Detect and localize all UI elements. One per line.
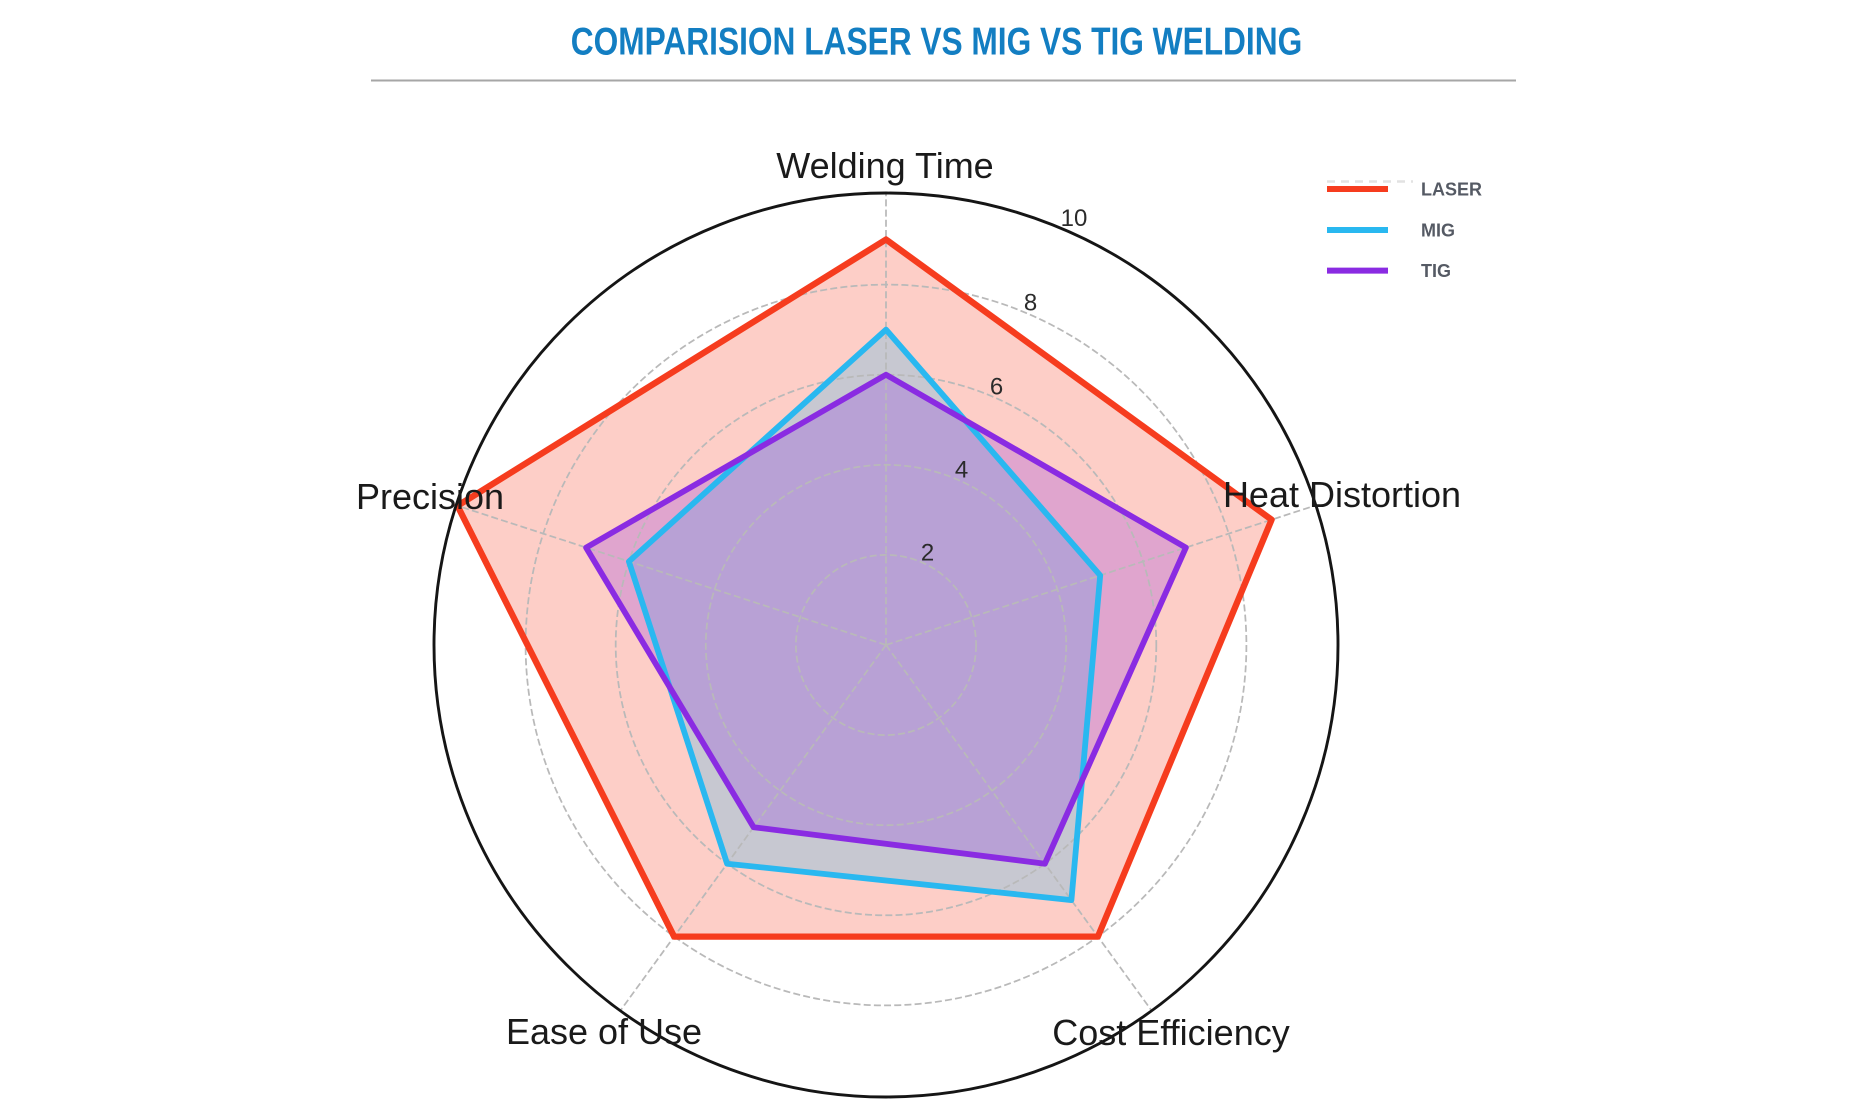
svg-text:TIG: TIG: [1421, 261, 1451, 281]
svg-text:2: 2: [921, 540, 934, 567]
svg-text:LASER: LASER: [1421, 180, 1482, 200]
svg-text:Precision: Precision: [356, 476, 504, 517]
svg-text:Heat Distortion: Heat Distortion: [1223, 474, 1461, 515]
svg-text:Cost Efficiency: Cost Efficiency: [1052, 1012, 1289, 1053]
svg-text:4: 4: [955, 457, 968, 484]
svg-text:MIG: MIG: [1421, 221, 1455, 241]
svg-text:8: 8: [1024, 290, 1037, 317]
svg-text:Welding Time: Welding Time: [776, 145, 993, 186]
svg-text:COMPARISION LASER VS MIG VS TI: COMPARISION LASER VS MIG VS TIG WELDING: [571, 19, 1303, 63]
svg-text:10: 10: [1061, 205, 1088, 232]
svg-text:6: 6: [990, 374, 1003, 401]
svg-text:Ease of Use: Ease of Use: [506, 1011, 702, 1052]
